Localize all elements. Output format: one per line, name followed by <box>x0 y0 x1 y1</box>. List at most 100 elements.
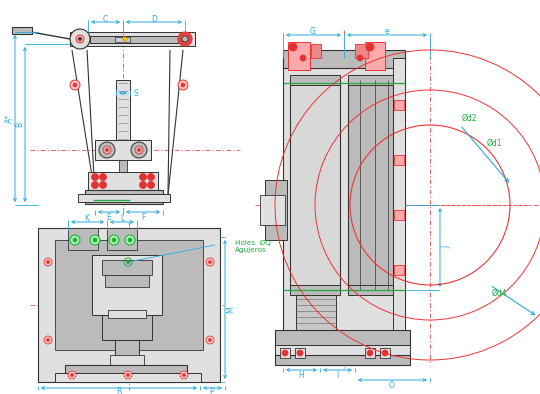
Circle shape <box>123 37 127 41</box>
Bar <box>394 155 404 165</box>
Circle shape <box>206 258 214 266</box>
Bar <box>348 75 393 85</box>
Circle shape <box>46 260 50 264</box>
Text: S: S <box>133 89 138 97</box>
Bar <box>92 255 162 315</box>
Bar <box>119 148 127 178</box>
Circle shape <box>183 374 186 377</box>
Bar <box>122 365 134 382</box>
Circle shape <box>208 260 212 264</box>
Bar <box>275 355 410 365</box>
Bar <box>115 340 139 360</box>
Bar <box>311 44 321 58</box>
Bar <box>110 355 144 365</box>
Circle shape <box>178 32 192 46</box>
Text: E: E <box>106 212 111 221</box>
Circle shape <box>125 235 135 245</box>
Circle shape <box>138 149 140 152</box>
Text: Ød2: Ød2 <box>462 113 477 123</box>
Circle shape <box>382 350 388 356</box>
Bar <box>265 180 287 240</box>
Circle shape <box>68 371 76 379</box>
Circle shape <box>128 238 132 242</box>
Bar <box>348 80 393 290</box>
Circle shape <box>44 258 52 266</box>
Text: I: I <box>336 370 338 379</box>
Text: Ød4: Ød4 <box>492 288 508 297</box>
Circle shape <box>126 374 130 377</box>
Circle shape <box>178 80 188 90</box>
Bar <box>394 210 404 220</box>
Text: F: F <box>141 212 145 221</box>
Circle shape <box>126 260 130 264</box>
Bar <box>275 330 410 348</box>
Circle shape <box>99 173 106 180</box>
Circle shape <box>112 238 116 242</box>
Text: Holes  ØQ: Holes ØQ <box>235 240 271 246</box>
Bar <box>116 80 130 150</box>
Bar <box>55 240 203 350</box>
Circle shape <box>139 182 146 188</box>
Bar <box>65 365 187 382</box>
Circle shape <box>180 371 188 379</box>
Bar <box>296 295 336 330</box>
Bar <box>102 260 152 275</box>
Bar <box>55 373 201 382</box>
Circle shape <box>99 182 106 188</box>
Circle shape <box>139 173 146 180</box>
Text: C: C <box>103 15 107 24</box>
Bar <box>70 32 195 46</box>
Text: K: K <box>84 214 90 223</box>
Bar <box>290 80 340 290</box>
Circle shape <box>206 336 214 344</box>
Circle shape <box>70 29 90 49</box>
Circle shape <box>91 173 98 180</box>
Bar <box>295 348 305 358</box>
Circle shape <box>71 374 73 377</box>
Bar <box>102 315 152 340</box>
Circle shape <box>367 350 373 356</box>
Bar <box>283 57 405 365</box>
Bar <box>68 228 98 250</box>
Bar <box>348 285 393 295</box>
Circle shape <box>70 80 80 90</box>
Circle shape <box>208 338 212 342</box>
Bar <box>394 100 404 110</box>
Circle shape <box>182 36 188 42</box>
Bar <box>105 275 149 287</box>
Text: L: L <box>120 214 124 223</box>
Bar <box>280 348 290 358</box>
Bar <box>380 348 390 358</box>
Circle shape <box>357 55 363 61</box>
Circle shape <box>366 43 374 51</box>
Circle shape <box>109 235 119 245</box>
Bar <box>38 228 220 382</box>
Bar <box>85 190 163 204</box>
Bar <box>365 42 385 70</box>
Circle shape <box>147 182 154 188</box>
Text: A*: A* <box>4 113 14 123</box>
Text: Agujeros: Agujeros <box>235 247 267 253</box>
Bar <box>288 42 310 70</box>
Bar <box>115 37 130 42</box>
Bar <box>290 285 340 295</box>
Bar <box>365 348 375 358</box>
Circle shape <box>181 83 185 87</box>
Circle shape <box>131 142 147 158</box>
Circle shape <box>73 83 77 87</box>
Circle shape <box>297 350 303 356</box>
Circle shape <box>90 235 100 245</box>
Circle shape <box>78 37 82 41</box>
Bar <box>12 27 32 34</box>
Text: G: G <box>310 26 316 35</box>
Circle shape <box>289 43 297 51</box>
Circle shape <box>300 55 306 61</box>
Text: B: B <box>16 121 24 126</box>
Bar <box>394 265 404 275</box>
Bar <box>108 310 146 318</box>
Bar <box>90 36 178 43</box>
Bar <box>355 44 368 58</box>
Circle shape <box>105 149 109 152</box>
Bar <box>95 140 151 160</box>
Circle shape <box>91 182 98 188</box>
